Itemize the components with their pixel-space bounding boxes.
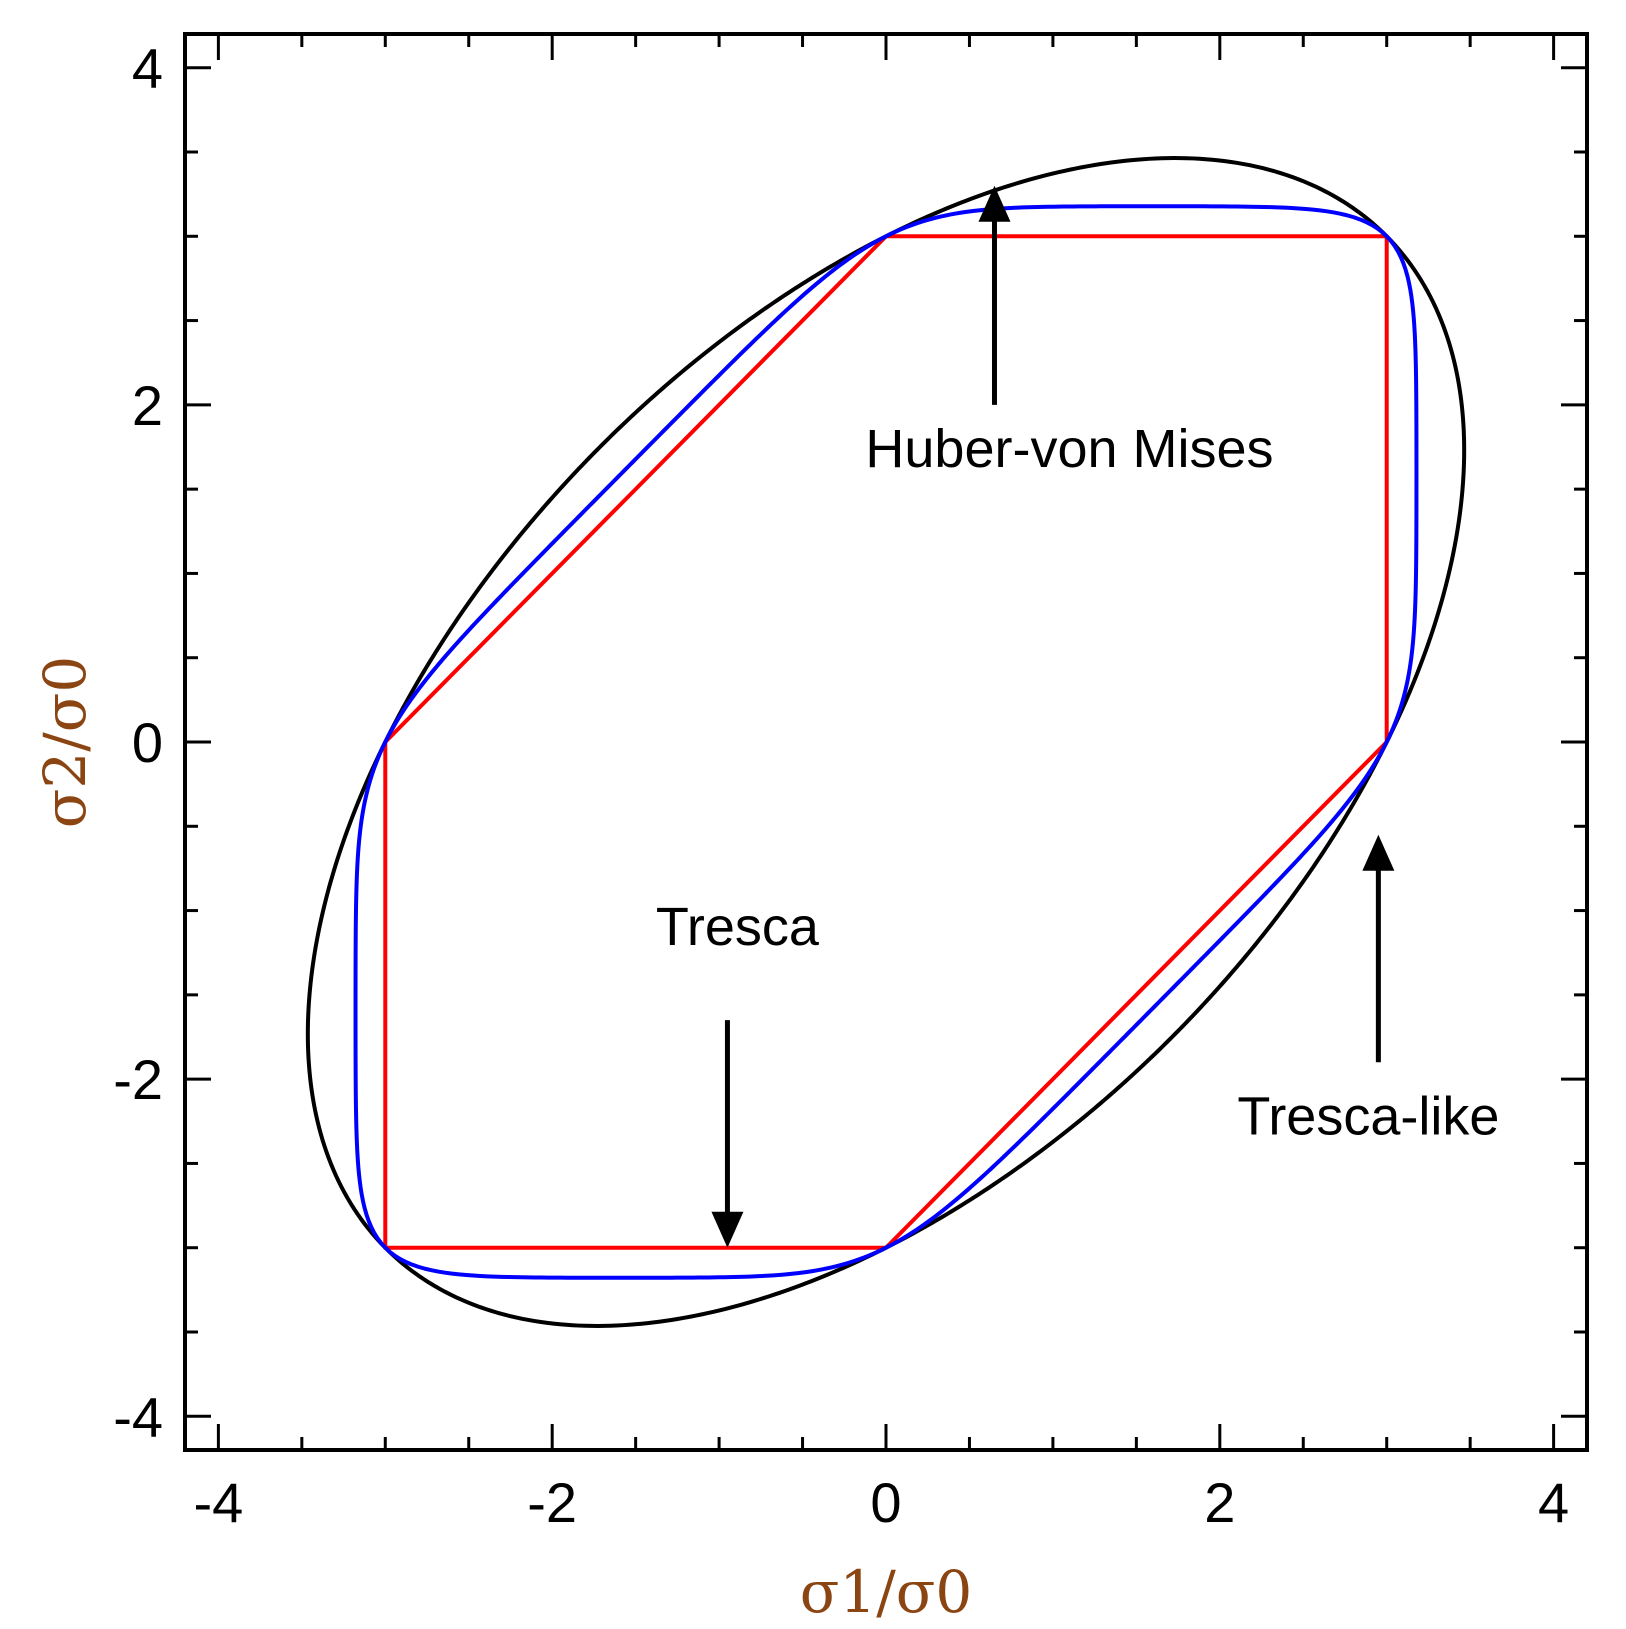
- x-tick-label: -4: [193, 1471, 243, 1534]
- x-tick-label: 0: [870, 1471, 901, 1534]
- arrowhead-icon: [1362, 834, 1395, 871]
- annotations: Huber-von Mises Tresca Tresca-like: [656, 185, 1499, 1248]
- x-tick-label: 2: [1204, 1471, 1235, 1534]
- arrowhead-icon: [978, 185, 1011, 222]
- x-axis-label: σ1/σ0: [800, 1558, 973, 1626]
- x-tick-label: -2: [527, 1471, 577, 1534]
- series-group: [305, 156, 1467, 1328]
- series-huber-von-mises: [305, 156, 1467, 1328]
- y-axis-label: σ2/σ0: [31, 656, 99, 829]
- annotation-label: Huber-von Mises: [865, 419, 1273, 479]
- x-tick-label: 4: [1538, 1471, 1569, 1534]
- plot-frame: [183, 32, 1589, 1452]
- y-tick-label: 4: [132, 37, 163, 100]
- y-tick-label: 0: [132, 711, 163, 774]
- y-tick-label: 2: [132, 374, 163, 437]
- annotation-label: Tresca-like: [1237, 1086, 1499, 1146]
- axis-ticks: -4 -2 0 2 4 -4 -2 0 2 4: [113, 34, 1587, 1534]
- annotation-label: Tresca: [656, 897, 820, 957]
- series-tresca-like: [353, 204, 1419, 1280]
- arrowhead-icon: [711, 1211, 744, 1248]
- y-tick-label: -2: [113, 1048, 163, 1111]
- y-tick-label: -4: [113, 1385, 163, 1448]
